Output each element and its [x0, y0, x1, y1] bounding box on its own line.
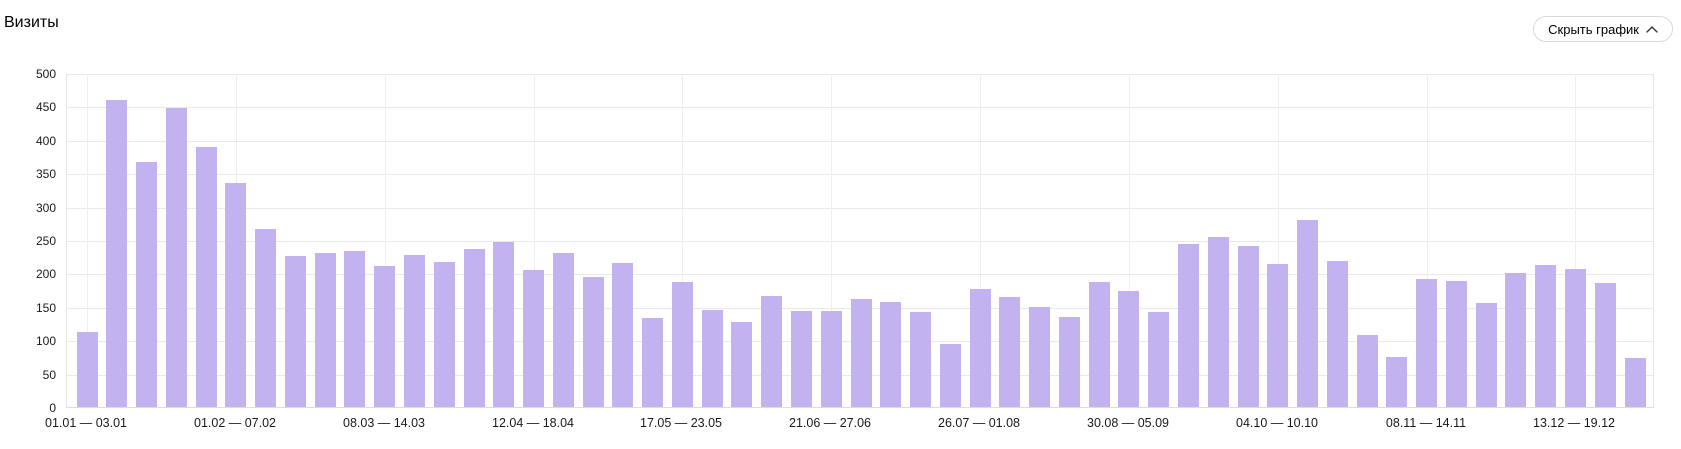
bar[interactable] — [166, 108, 187, 407]
hide-chart-label: Скрыть график — [1548, 21, 1639, 37]
y-axis-tick-label: 300 — [35, 201, 56, 215]
y-axis-tick-label: 450 — [35, 100, 56, 114]
y-axis-tick-label: 200 — [35, 267, 56, 281]
bar[interactable] — [1476, 303, 1497, 407]
x-axis-tick-label: 08.03 — 14.03 — [342, 416, 426, 430]
x-axis-tick-label: 08.11 — 14.11 — [1385, 416, 1467, 430]
x-axis-tick-label: 04.10 — 10.10 — [1235, 416, 1319, 430]
bar[interactable] — [225, 183, 246, 407]
vertical-gridline — [682, 74, 683, 407]
bar[interactable] — [970, 289, 991, 407]
vertical-gridline — [1129, 74, 1130, 407]
x-axis-tick-label: 17.05 — 23.05 — [639, 416, 723, 430]
bar[interactable] — [553, 253, 574, 407]
vertical-gridline — [1427, 74, 1428, 407]
y-axis-tick-label: 250 — [35, 234, 56, 248]
bar[interactable] — [1446, 281, 1467, 407]
bar[interactable] — [77, 332, 98, 407]
x-axis-tick-label: 01.01 — 03.01 — [44, 416, 128, 430]
bar[interactable] — [642, 318, 663, 407]
bar[interactable] — [136, 162, 157, 407]
bar[interactable] — [1595, 283, 1616, 407]
vertical-gridline — [1575, 74, 1576, 407]
bar[interactable] — [1327, 261, 1348, 407]
y-axis-tick-label: 150 — [35, 301, 56, 315]
bar[interactable] — [583, 277, 604, 407]
bar[interactable] — [493, 242, 514, 407]
chevron-up-icon — [1646, 25, 1658, 33]
x-axis-tick-label: 13.12 — 19.12 — [1532, 416, 1616, 430]
bar[interactable] — [880, 302, 901, 407]
vertical-gridline — [980, 74, 981, 407]
bar[interactable] — [702, 310, 723, 407]
y-axis-tick-label: 400 — [35, 134, 56, 148]
bar[interactable] — [731, 322, 752, 407]
bar[interactable] — [612, 263, 633, 407]
bar[interactable] — [851, 299, 872, 407]
horizontal-gridline — [67, 141, 1653, 142]
bar[interactable] — [1357, 335, 1378, 407]
bar[interactable] — [1505, 273, 1526, 407]
bar[interactable] — [761, 296, 782, 407]
bar[interactable] — [404, 255, 425, 407]
plot-area — [66, 74, 1654, 408]
bar[interactable] — [910, 312, 931, 407]
vertical-gridline — [831, 74, 832, 407]
bar[interactable] — [940, 344, 961, 407]
bar[interactable] — [1029, 307, 1050, 407]
vertical-gridline — [385, 74, 386, 407]
bar[interactable] — [1148, 312, 1169, 407]
bar[interactable] — [255, 229, 276, 407]
bar[interactable] — [315, 253, 336, 407]
y-axis-tick-label: 500 — [35, 67, 56, 81]
y-axis-tick-label: 100 — [35, 334, 56, 348]
bar[interactable] — [285, 256, 306, 407]
hide-chart-button[interactable]: Скрыть график — [1533, 16, 1673, 42]
y-axis-tick-label: 350 — [35, 167, 56, 181]
bar[interactable] — [106, 100, 127, 407]
bar[interactable] — [1565, 269, 1586, 407]
bar[interactable] — [1118, 291, 1139, 407]
bar[interactable] — [464, 249, 485, 407]
bar[interactable] — [1297, 220, 1318, 407]
horizontal-gridline — [67, 274, 1653, 275]
x-axis-tick-label: 01.02 — 07.02 — [193, 416, 277, 430]
vertical-gridline — [87, 74, 88, 407]
bar[interactable] — [374, 266, 395, 407]
bar[interactable] — [1416, 279, 1437, 407]
bar[interactable] — [1178, 244, 1199, 407]
bar[interactable] — [1625, 358, 1646, 407]
horizontal-gridline — [67, 174, 1653, 175]
bar[interactable] — [1267, 264, 1288, 407]
y-axis-tick-label: 0 — [49, 401, 56, 415]
y-axis-tick-label: 50 — [42, 368, 56, 382]
x-axis-tick-label: 12.04 — 18.04 — [491, 416, 575, 430]
horizontal-gridline — [67, 107, 1653, 108]
bar[interactable] — [1208, 237, 1229, 407]
bar[interactable] — [672, 282, 693, 407]
bar[interactable] — [821, 311, 842, 407]
vertical-gridline — [534, 74, 535, 407]
vertical-gridline — [1278, 74, 1279, 407]
bar[interactable] — [999, 297, 1020, 407]
bar[interactable] — [1535, 265, 1556, 407]
bar[interactable] — [523, 270, 544, 407]
bar[interactable] — [1059, 317, 1080, 407]
bar[interactable] — [791, 311, 812, 407]
bar[interactable] — [344, 251, 365, 407]
bar[interactable] — [196, 147, 217, 407]
x-axis-tick-label: 30.08 — 05.09 — [1086, 416, 1170, 430]
page-title: Визиты — [4, 14, 59, 31]
x-axis-tick-label: 26.07 — 01.08 — [937, 416, 1021, 430]
horizontal-gridline — [67, 208, 1653, 209]
bar[interactable] — [1386, 357, 1407, 407]
x-axis-tick-label: 21.06 — 27.06 — [788, 416, 872, 430]
bar[interactable] — [434, 262, 455, 407]
horizontal-gridline — [67, 74, 1653, 75]
bar[interactable] — [1238, 246, 1259, 407]
horizontal-gridline — [67, 241, 1653, 242]
bar[interactable] — [1089, 282, 1110, 407]
